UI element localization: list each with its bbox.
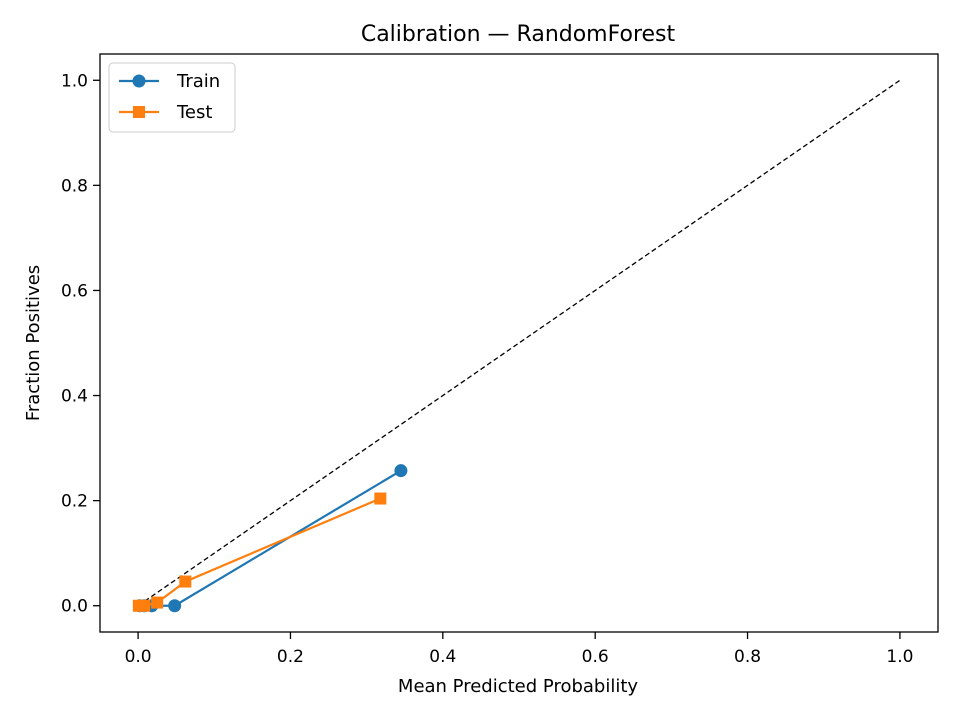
x-tick-label: 0.4 xyxy=(429,647,456,667)
plot-frame xyxy=(99,53,939,633)
x-axis-label: Mean Predicted Probability xyxy=(398,676,638,697)
data-point-test xyxy=(179,575,192,588)
data-point-test xyxy=(138,599,151,612)
x-tick-label: 0.6 xyxy=(582,647,609,667)
plot-area: 0.0 0.2 0.4 0.6 0.8 1.0 0.0 0.2 0.4 0.6 0.8 1.0 Trai… xyxy=(61,53,939,667)
legend-label-train: Train xyxy=(176,71,220,92)
data-point-test xyxy=(151,596,164,609)
data-point-train xyxy=(168,599,182,613)
legend-label-test: Test xyxy=(176,102,212,123)
y-tick-label: 0.4 xyxy=(61,387,88,407)
x-tick-label: 0.0 xyxy=(125,647,152,667)
legend-marker-test xyxy=(133,106,145,118)
legend: Train Test xyxy=(108,62,236,133)
data-point-test xyxy=(374,492,387,505)
legend-marker-train xyxy=(132,74,146,88)
y-tick-label: 1.0 xyxy=(61,71,88,91)
perfect-calibration-line xyxy=(137,79,901,607)
x-tick-label: 1.0 xyxy=(886,647,913,667)
x-tick-label: 0.8 xyxy=(734,647,761,667)
data-point-train xyxy=(394,464,408,478)
chart-title: Calibration — RandomForest xyxy=(361,22,676,47)
x-tick-label: 0.2 xyxy=(277,647,304,667)
y-tick-label: 0.8 xyxy=(61,176,88,196)
y-tick-label: 0.2 xyxy=(61,492,88,512)
y-tick-label: 0.6 xyxy=(61,281,88,301)
y-axis-label: Fraction Positives xyxy=(23,265,44,421)
series-line-test xyxy=(138,497,381,607)
y-tick-label: 0.0 xyxy=(61,597,88,617)
